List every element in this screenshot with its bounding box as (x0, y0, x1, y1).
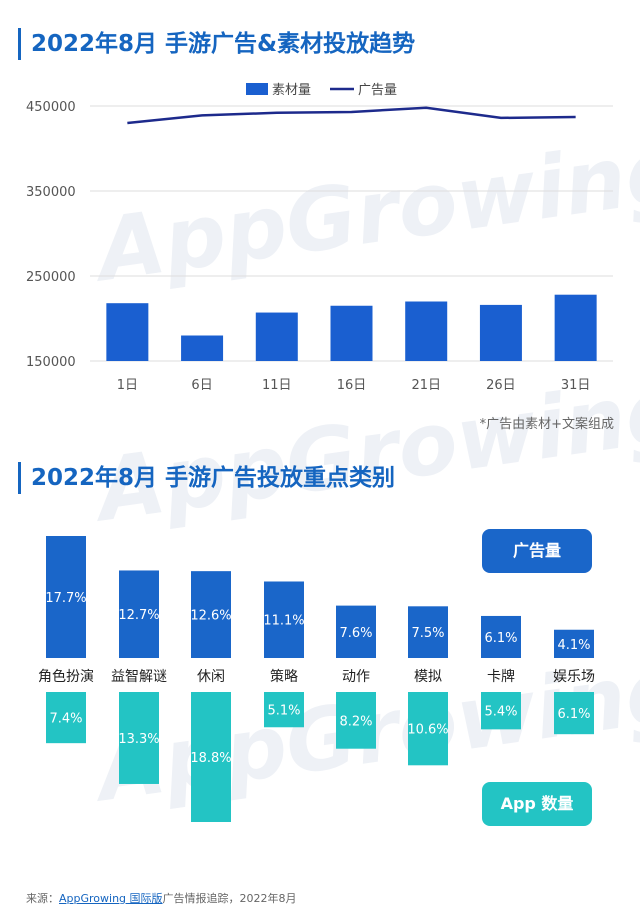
y-tick-label: 250000 (26, 270, 76, 285)
bar-label-apps: 6.1% (557, 707, 590, 722)
bar-label-apps: 7.4% (49, 712, 82, 727)
x-tick-label: 1日 (117, 378, 138, 393)
bar-label-ads: 4.1% (557, 638, 590, 653)
source-link[interactable]: AppGrowing 国际版 (59, 892, 163, 905)
bar-label-ads: 6.1% (484, 631, 517, 646)
y-tick-label: 150000 (26, 355, 76, 370)
legend-label-material: 素材量 (272, 83, 311, 98)
bar-ads-share (119, 570, 159, 658)
bar-app-share (554, 692, 594, 735)
bar-app-share (408, 692, 448, 766)
legend-swatch-material (246, 83, 268, 95)
bar-ads-share (408, 606, 448, 658)
bar-ads-share (191, 571, 231, 658)
category-label: 角色扮演 (38, 668, 94, 685)
bar-app-share (264, 692, 304, 728)
bar-material (479, 304, 522, 361)
bar-ads-share (264, 581, 304, 658)
category-label: 策略 (270, 668, 298, 685)
bar-app-share (191, 692, 231, 822)
category-label: 动作 (342, 669, 370, 685)
category-label: 益智解谜 (111, 669, 167, 685)
bar-app-share (481, 692, 521, 730)
trend-chart: 450000 350000 250000 150000 1日 6日 11日 16日 21日 26日… (26, 83, 613, 393)
bar-app-share (119, 692, 159, 784)
bar-material (554, 294, 597, 361)
category-chart-title: 2022年8月 手游广告投放重点类别 (18, 462, 395, 494)
source-line: 来源：AppGrowing 国际版广告情报追踪，2022年8月 (26, 890, 297, 906)
x-tick-label: 26日 (486, 378, 516, 393)
bar-label-ads: 7.5% (411, 626, 444, 641)
source-prefix: 来源： (26, 892, 59, 905)
bar-label-ads: 12.6% (190, 609, 231, 624)
category-label: 休闲 (197, 669, 225, 685)
bar-ads-share (481, 615, 521, 658)
x-tick-label: 16日 (337, 378, 367, 393)
category-label: 娱乐场 (553, 669, 595, 685)
bar-ads-share (46, 536, 86, 658)
bar-label-ads: 12.7% (118, 608, 159, 623)
y-tick-label: 450000 (26, 100, 76, 115)
bar-material (255, 312, 298, 361)
legend-badge-apps: App 数量 (482, 782, 592, 826)
bar-material (181, 335, 224, 361)
source-suffix: 广告情报追踪，2022年8月 (162, 892, 297, 905)
bar-label-apps: 5.4% (484, 705, 517, 720)
bar-app-share (46, 692, 86, 744)
bar-label-apps: 18.8% (190, 751, 231, 766)
bar-label-apps: 13.3% (118, 732, 159, 747)
legend-label-ads: 广告量 (358, 83, 397, 98)
bar-label-ads: 17.7% (45, 591, 86, 606)
bar-material (106, 303, 149, 361)
y-tick-label: 350000 (26, 185, 76, 200)
bar-material (330, 305, 373, 361)
bar-label-apps: 8.2% (339, 714, 372, 729)
trend-chart-title: 2022年8月 手游广告&素材投放趋势 (18, 28, 415, 60)
category-label: 模拟 (414, 669, 442, 685)
x-tick-label: 21日 (411, 378, 441, 393)
bar-label-apps: 5.1% (267, 704, 300, 719)
bar-app-share (336, 692, 376, 749)
footnote: *广告由素材+文案组成 (479, 417, 614, 432)
x-tick-label: 31日 (561, 378, 591, 393)
legend-badge-ads: 广告量 (482, 529, 592, 573)
bar-label-ads: 11.1% (263, 614, 304, 629)
category-label: 卡牌 (487, 668, 515, 685)
bar-material (405, 301, 448, 361)
bar-ads-share (554, 629, 594, 658)
x-tick-label: 11日 (262, 378, 292, 393)
bar-ads-share (336, 605, 376, 658)
bar-label-apps: 10.6% (407, 723, 448, 738)
line-ads (127, 106, 576, 125)
x-tick-label: 6日 (191, 378, 212, 393)
bar-label-ads: 7.6% (339, 626, 372, 641)
